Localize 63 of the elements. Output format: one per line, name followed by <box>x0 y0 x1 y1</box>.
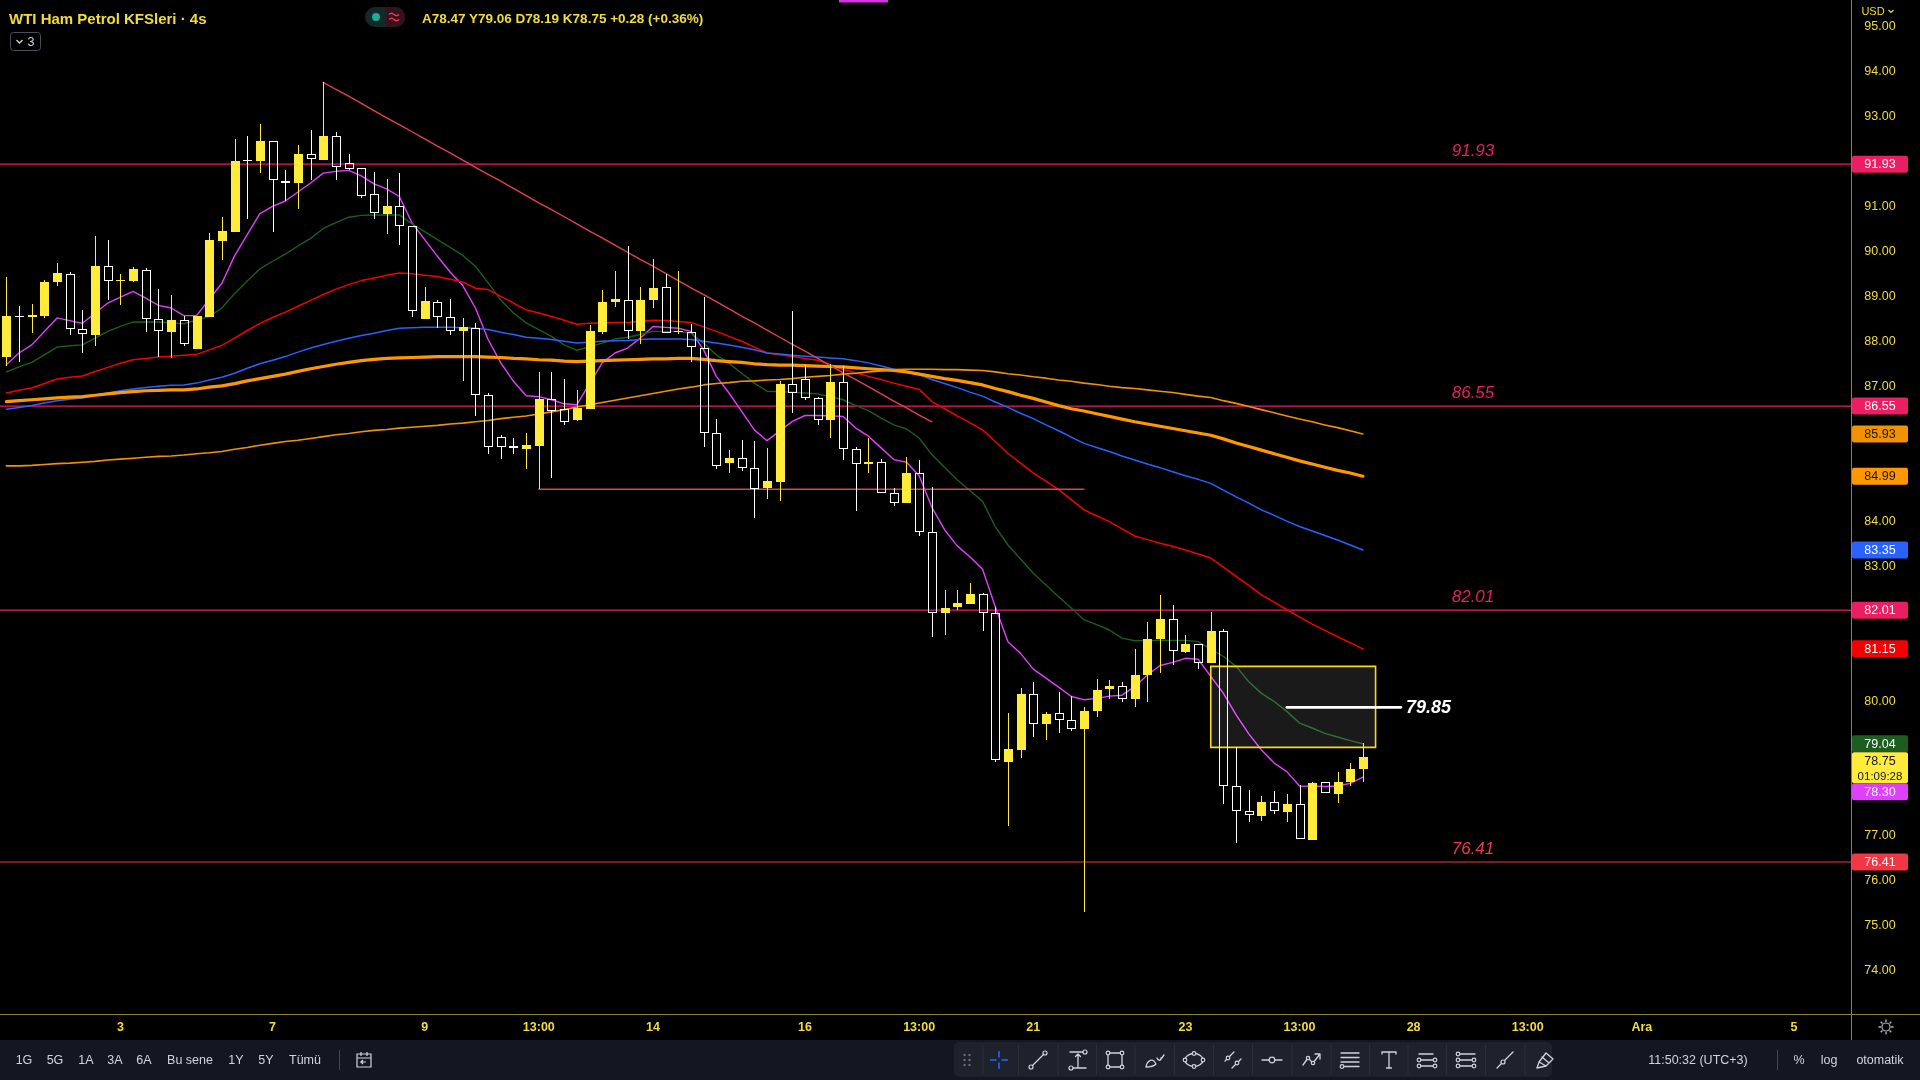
ref-line-label: 91.93 <box>1451 141 1495 161</box>
text: 5Y <box>258 1053 275 1067</box>
y-tick-label: 74.00 <box>1864 963 1896 978</box>
x-tick-label: 13:00 <box>1283 1020 1316 1034</box>
x-tick-label: Ara <box>1631 1020 1654 1034</box>
y-tick-label: 84.00 <box>1864 513 1896 528</box>
text: 76.41 <box>1864 855 1896 870</box>
x-tick-label: 21 <box>1026 1020 1041 1034</box>
text: 78.30 <box>1864 784 1896 799</box>
text: 01:09:28 <box>1857 769 1903 782</box>
text: 11:50:32 (UTC+3) <box>1648 1053 1748 1067</box>
text: 78.75 <box>1864 753 1896 768</box>
text: 83.35 <box>1864 542 1896 557</box>
y-tick-label: 76.00 <box>1864 873 1896 888</box>
text: 86.55 <box>1864 399 1896 414</box>
text: 1G <box>15 1053 33 1067</box>
x-tick-label: 3 <box>116 1020 124 1034</box>
data-label: 79.85 <box>1405 697 1452 718</box>
y-tick-label: 91.00 <box>1864 198 1896 213</box>
y-tick-label: 83.00 <box>1864 558 1896 573</box>
y-tick-label: 80.00 <box>1864 693 1896 708</box>
text: otomatik <box>1856 1053 1905 1067</box>
y-tick-label: 75.00 <box>1864 918 1896 933</box>
text: 6A <box>136 1053 153 1067</box>
ref-line-label: 82.01 <box>1451 587 1495 607</box>
x-tick-label: 16 <box>798 1020 813 1034</box>
x-tick-label: 13:00 <box>903 1020 936 1034</box>
y-tick-label: 93.00 <box>1864 109 1896 124</box>
text: % <box>1793 1053 1805 1067</box>
y-tick-label: 89.00 <box>1864 288 1896 303</box>
x-tick-label: 23 <box>1178 1020 1193 1034</box>
text: 91.93 <box>1864 157 1896 172</box>
y-tick-label: 77.00 <box>1864 828 1896 843</box>
x-tick-label: 13:00 <box>1511 1020 1544 1034</box>
ref-line-label: 86.55 <box>1451 383 1495 403</box>
ref-line-label: 76.41 <box>1451 839 1495 859</box>
y-tick-label: 88.00 <box>1864 333 1896 348</box>
text: 1Y <box>228 1053 245 1067</box>
text: 79.04 <box>1864 736 1896 751</box>
y-tick-label: 87.00 <box>1864 378 1896 393</box>
x-tick-label: 14 <box>645 1020 660 1034</box>
y-tick-label: 90.00 <box>1864 243 1896 258</box>
x-tick-label: 5 <box>1790 1020 1798 1034</box>
text: A78.47 Y79.06 D78.19 K78.75 +0.28 (+0.36%) <box>422 10 704 26</box>
annotation: 3 <box>27 35 35 49</box>
y-axis-title: USD <box>1861 5 1885 17</box>
text: WTI Ham Petrol KFSleri · 4s <box>9 9 207 27</box>
text: Bu sene <box>167 1053 213 1067</box>
text: 81.15 <box>1864 641 1896 656</box>
y-tick-label: 95.00 <box>1864 19 1896 34</box>
text: 3A <box>107 1053 124 1067</box>
x-tick-label: 13:00 <box>522 1020 555 1034</box>
x-tick-label: 9 <box>421 1020 429 1034</box>
text: 1A <box>78 1053 95 1067</box>
text: 5G <box>46 1053 64 1067</box>
y-tick-label: 94.00 <box>1864 64 1896 79</box>
text: 85.93 <box>1864 426 1896 441</box>
text: 82.01 <box>1864 603 1896 618</box>
text: Tümü <box>289 1053 322 1067</box>
text: 84.99 <box>1864 469 1896 484</box>
x-tick-label: 28 <box>1406 1020 1421 1034</box>
x-tick-label: 7 <box>269 1020 277 1034</box>
text: log <box>1820 1053 1838 1067</box>
